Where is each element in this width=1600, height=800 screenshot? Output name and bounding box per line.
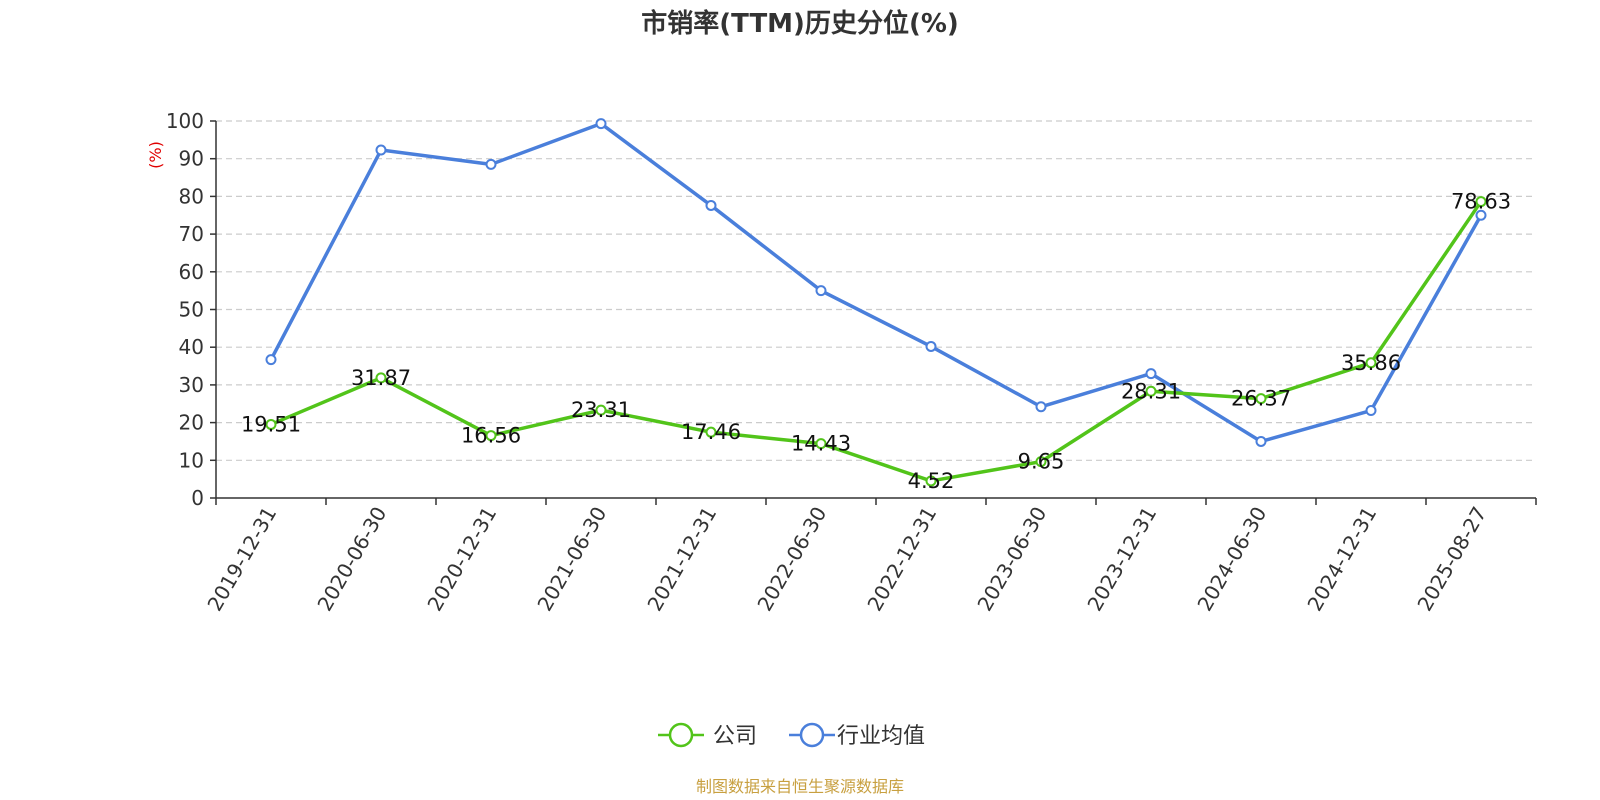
data-point[interactable]: [595, 118, 607, 130]
y-tick-label: 80: [179, 184, 204, 208]
x-tick-label: 2022-06-30: [752, 503, 831, 616]
data-point[interactable]: [1365, 405, 1377, 417]
data-point[interactable]: [375, 372, 387, 384]
data-label: 78.63: [1451, 190, 1511, 214]
x-tick-label: 2023-12-31: [1082, 503, 1161, 616]
data-label: 19.51: [241, 412, 301, 436]
x-tick-label: 2020-06-30: [312, 503, 391, 616]
data-source-note: 制图数据来自恒生聚源数据库: [696, 777, 904, 796]
data-point[interactable]: [1475, 209, 1487, 221]
data-point[interactable]: [595, 404, 607, 416]
x-tick-label: 2023-06-30: [972, 503, 1051, 616]
data-label: 28.31: [1121, 379, 1181, 403]
series-line: [270, 200, 1483, 483]
data-label: 4.52: [908, 469, 955, 493]
y-tick-label: 50: [179, 298, 204, 322]
x-tick-label: 2022-12-31: [862, 503, 941, 616]
x-tick-label: 2024-06-30: [1192, 503, 1271, 616]
data-point[interactable]: [815, 285, 827, 297]
y-tick-label: 30: [179, 373, 204, 397]
data-point[interactable]: [1145, 385, 1157, 397]
data-point[interactable]: [265, 418, 277, 430]
data-point[interactable]: [705, 426, 717, 438]
data-point[interactable]: [815, 438, 827, 450]
data-label: 26.37: [1231, 387, 1291, 411]
data-point[interactable]: [485, 430, 497, 442]
y-tick-label: 40: [179, 335, 204, 359]
data-point[interactable]: [1035, 401, 1047, 413]
y-tick-label: 60: [179, 260, 204, 284]
data-label: 35.86: [1341, 351, 1401, 375]
y-tick-label: 0: [191, 486, 204, 510]
y-tick-label: 20: [179, 411, 204, 435]
x-tick-label: 2020-12-31: [422, 503, 501, 616]
y-tick-label: 100: [166, 109, 204, 133]
y-axis-unit: (%): [146, 141, 165, 169]
data-label: 23.31: [571, 398, 631, 422]
chart-title: 市销率(TTM)历史分位(%): [641, 8, 959, 39]
x-tick-label: 2021-06-30: [532, 503, 611, 616]
data-point[interactable]: [265, 354, 277, 366]
data-point[interactable]: [1145, 368, 1157, 380]
data-label: 9.65: [1018, 450, 1065, 474]
data-point[interactable]: [1255, 435, 1267, 447]
data-label: 14.43: [791, 432, 851, 456]
legend-marker: [799, 722, 825, 748]
data-point[interactable]: [485, 158, 497, 170]
data-point[interactable]: [1475, 196, 1487, 208]
data-point[interactable]: [925, 340, 937, 352]
axes: 0 10 20 30 40 50 60 70 80 90 100 2019-12-31 2020-06-…: [166, 109, 1537, 616]
data-point[interactable]: [1255, 393, 1267, 405]
data-label: 31.87: [351, 366, 411, 390]
y-tick-label: 70: [179, 222, 204, 246]
y-tick-label: 10: [179, 448, 204, 472]
legend-marker: [668, 722, 694, 748]
data-point[interactable]: [705, 199, 717, 211]
x-tick-label: 2021-12-31: [642, 503, 721, 616]
y-tick-label: 90: [179, 147, 204, 171]
legend[interactable]: 公司 行业均值: [658, 722, 925, 749]
data-point[interactable]: [925, 475, 937, 487]
data-label: 16.56: [461, 424, 521, 448]
data-point[interactable]: [1035, 456, 1047, 468]
data-point[interactable]: [1365, 357, 1377, 369]
legend-item[interactable]: 行业均值: [789, 722, 925, 749]
series-layer: 19.51 31.87 16.56 23.31 17.46 14.43 4.52 9.65 28…: [241, 118, 1511, 493]
data-label: 17.46: [681, 420, 741, 444]
x-tick-label: 2025-08-27: [1412, 503, 1491, 616]
x-tick-label: 2024-12-31: [1302, 503, 1381, 616]
legend-label: 行业均值: [837, 724, 925, 749]
x-tick-label: 2019-12-31: [202, 503, 281, 616]
grid-lines: [216, 120, 1536, 461]
series-line: [269, 121, 1483, 444]
data-point[interactable]: [375, 144, 387, 156]
legend-item[interactable]: 公司: [658, 722, 757, 749]
series-1: [265, 118, 1487, 447]
legend-label: 公司: [713, 724, 757, 749]
series-0: 19.51 31.87 16.56 23.31 17.46 14.43 4.52 9.65 28…: [241, 190, 1511, 493]
